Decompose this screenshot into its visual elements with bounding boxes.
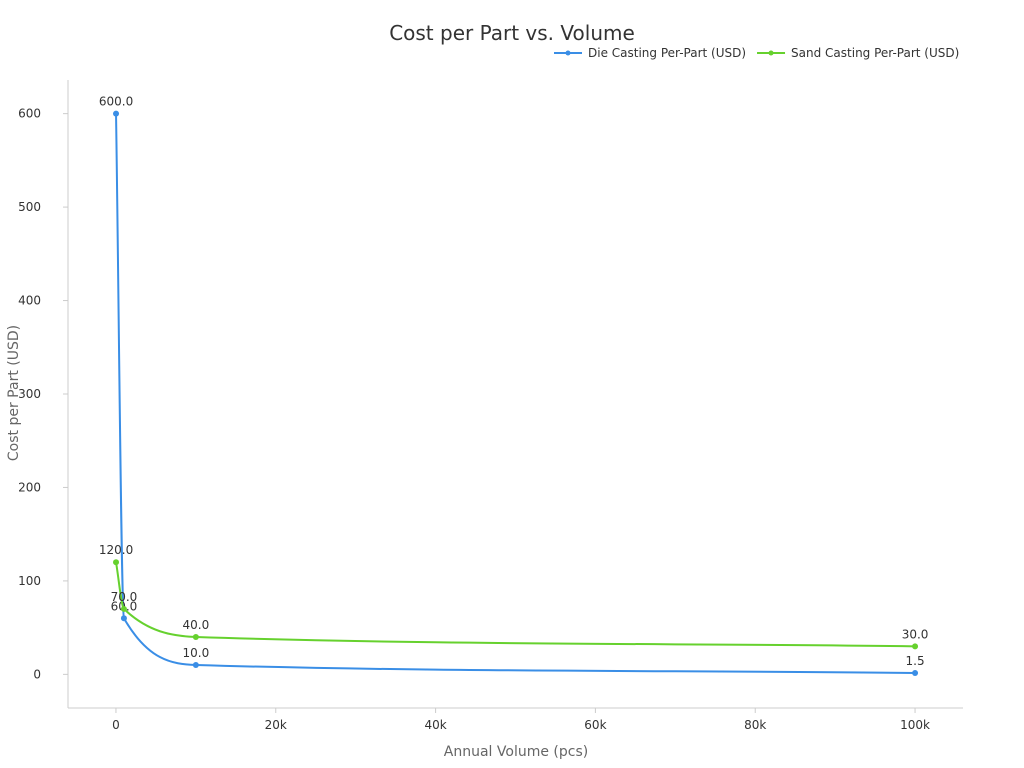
sand-casting-point[interactable] (113, 559, 120, 566)
legend[interactable]: Die Casting Per-Part (USD) Sand Casting P… (554, 46, 959, 60)
legend-label: Die Casting Per-Part (USD) (588, 46, 746, 60)
y-tick-label: 400 (18, 294, 41, 308)
sand-casting-data-label: 30.0 (902, 627, 929, 641)
y-tick-label: 100 (18, 574, 41, 588)
sand-casting-data-label: 70.0 (111, 590, 138, 604)
y-tick-label: 300 (18, 387, 41, 401)
x-tick-label: 80k (744, 718, 766, 732)
die-casting-line (115, 113, 916, 674)
y-tick-label: 0 (33, 667, 41, 681)
x-tick-label: 20k (265, 718, 287, 732)
legend-swatch-marker (565, 50, 571, 56)
sand-casting-point[interactable] (120, 605, 127, 612)
y-tick-label: 500 (18, 200, 41, 214)
x-tick-label: 40k (424, 718, 446, 732)
y-axis-title: Cost per Part (USD) (6, 325, 22, 461)
x-tick-label: 0 (112, 718, 120, 732)
legend-label: Sand Casting Per-Part (USD) (791, 46, 959, 60)
axes: 0 100 200 300 400 500 600 0 20k 40k 60k 80k 100k (18, 80, 963, 732)
legend-item-sand-casting[interactable]: Sand Casting Per-Part (USD) (757, 46, 959, 60)
die-casting-data-label: 600.0 (99, 95, 133, 109)
sand-casting-data-label: 120.0 (99, 543, 133, 557)
x-axis-title: Annual Volume (pcs) (444, 744, 588, 760)
y-tick-label: 200 (18, 480, 41, 494)
sand-casting-point[interactable] (912, 643, 919, 650)
legend-swatch-marker (768, 50, 774, 56)
sand-casting-data-label: 40.0 (182, 618, 209, 632)
chart-title: Cost per Part vs. Volume (389, 21, 635, 45)
die-casting-point[interactable] (192, 662, 199, 669)
sand-casting-line (115, 562, 916, 648)
die-casting-data-label: 1.5 (906, 654, 925, 668)
x-tick-label: 100k (900, 718, 930, 732)
y-tick-label: 600 (18, 107, 41, 121)
die-casting-data-label: 10.0 (182, 646, 209, 660)
legend-item-die-casting[interactable]: Die Casting Per-Part (USD) (554, 46, 746, 60)
sand-casting-point[interactable] (192, 633, 199, 640)
die-casting-point[interactable] (113, 110, 120, 117)
die-casting-point[interactable] (912, 669, 919, 676)
die-casting-point[interactable] (120, 615, 127, 622)
x-tick-label: 60k (584, 718, 606, 732)
